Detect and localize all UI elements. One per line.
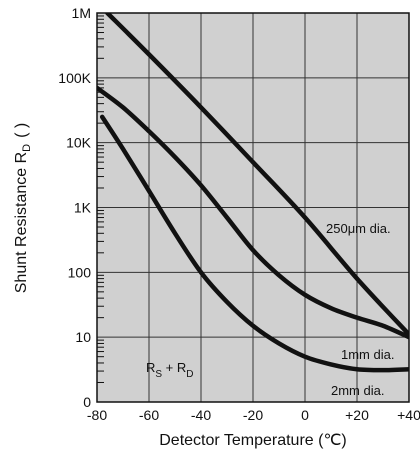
y-tick-labels: 0 10 100 1K 10K 100K 1M — [58, 5, 91, 410]
plot-frame — [96, 12, 410, 403]
y-axis-title-main: Shunt Resistance R — [13, 152, 30, 293]
y-tick-label: 10 — [75, 329, 91, 345]
y-axis-title: Shunt Resistance RD ( ) — [13, 123, 33, 293]
x-axis-title: Detector Temperature (℃) — [159, 432, 347, 449]
y-tick-label: 100K — [58, 70, 91, 86]
x-tick-label: -80 — [87, 407, 107, 423]
annotation-sub-d: D — [186, 369, 193, 380]
y-axis-title-unit: ( ) — [13, 123, 30, 138]
grid — [97, 13, 409, 402]
y-tick-label: 10K — [66, 135, 92, 151]
series-label-1mm: 1mm dia. — [341, 347, 394, 362]
x-tick-label: 0 — [301, 407, 309, 423]
x-tick-labels: -80 -60 -40 -20 0 +20 +40 — [87, 407, 420, 423]
series-label-2mm: 2mm dia. — [331, 383, 384, 398]
rs-rd-annotation: RS + RD — [146, 360, 194, 380]
x-tick-label: -40 — [191, 407, 211, 423]
series-lines — [97, 13, 409, 373]
annotation-plus-r: + R — [162, 360, 186, 375]
annotation-r: R — [146, 360, 155, 375]
series-line-2 — [99, 114, 409, 373]
series-line-1 — [97, 85, 409, 340]
y-tick-label: 1M — [72, 5, 91, 21]
y-tick-label: 1K — [74, 200, 92, 216]
series-label-250um: 250μm dia. — [326, 221, 391, 236]
minor-ticks — [97, 15, 104, 383]
y-tick-label: 0 — [83, 394, 91, 410]
series-line-0 — [105, 13, 409, 337]
x-tick-label: +20 — [345, 407, 369, 423]
y-tick-label: 100 — [68, 264, 92, 280]
x-tick-label: -60 — [139, 407, 159, 423]
annotation-sub-s: S — [155, 369, 162, 380]
x-tick-label: +40 — [397, 407, 420, 423]
y-axis-title-sub: D — [21, 144, 33, 152]
x-tick-label: -20 — [243, 407, 263, 423]
